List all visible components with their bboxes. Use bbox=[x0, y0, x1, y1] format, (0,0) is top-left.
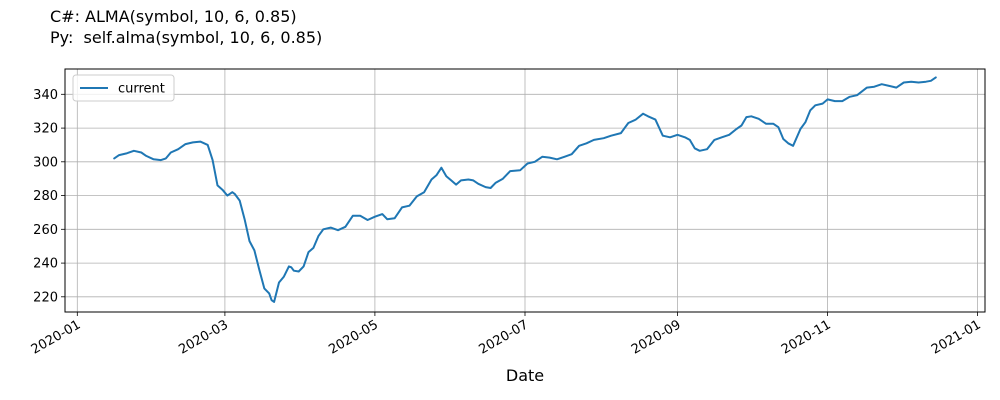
legend-label-current: current bbox=[118, 82, 165, 97]
x-tick-label: 2020-11 bbox=[779, 317, 834, 357]
legend: current bbox=[72, 74, 175, 102]
x-tick-label: 2020-03 bbox=[176, 317, 231, 357]
chart-title: C#: ALMA(symbol, 10, 6, 0.85) Py: self.al… bbox=[50, 6, 322, 48]
plot-area bbox=[113, 76, 937, 303]
x-tick-label: 2020-05 bbox=[326, 317, 381, 357]
x-tick-label: 2020-07 bbox=[476, 317, 531, 357]
y-tick-label: 300 bbox=[33, 155, 58, 170]
series-line-current bbox=[113, 76, 937, 303]
y-tick-label: 340 bbox=[33, 88, 58, 103]
y-tick-label: 320 bbox=[33, 122, 58, 137]
x-tick-label: 2021-01 bbox=[929, 317, 984, 357]
title-line-csharp: C#: ALMA(symbol, 10, 6, 0.85) bbox=[50, 7, 297, 26]
title-line-python: Py: self.alma(symbol, 10, 6, 0.85) bbox=[50, 28, 323, 47]
x-tick-label: 2020-09 bbox=[629, 317, 684, 357]
grid bbox=[65, 69, 985, 312]
legend-box bbox=[72, 74, 175, 102]
y-tick-label: 260 bbox=[33, 223, 58, 238]
y-tick-label: 240 bbox=[33, 257, 58, 272]
y-tick-label: 280 bbox=[33, 189, 58, 204]
x-axis-label: Date bbox=[506, 366, 544, 385]
y-tick-label: 220 bbox=[33, 290, 58, 305]
x-tick-label: 2020-01 bbox=[29, 317, 84, 357]
